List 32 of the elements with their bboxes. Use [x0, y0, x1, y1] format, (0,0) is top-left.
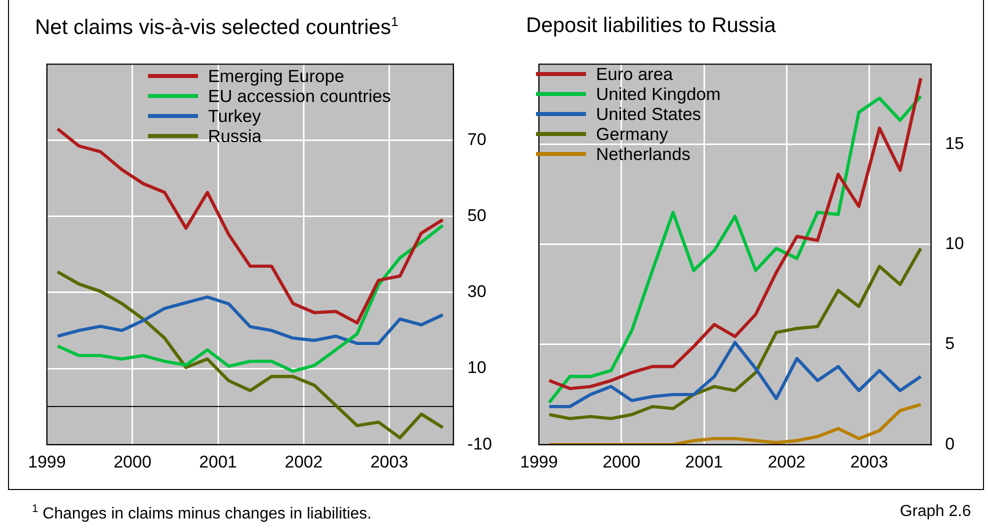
x-tick-label: 2000 [602, 452, 640, 472]
legend-label: United Kingdom [596, 84, 721, 104]
x-tick-label: 2002 [768, 452, 806, 472]
x-tick-label: 2003 [850, 452, 888, 472]
chart-title: Net claims vis-à-vis selected countries$^{1}$ [35, 14, 398, 40]
y-tick-label: 5 [945, 334, 955, 354]
legend-label: EU accession countries [208, 86, 391, 106]
x-tick-label: 2000 [114, 452, 152, 472]
y-tick-label: 30 [467, 282, 486, 302]
y-tick-label: 10 [467, 358, 486, 378]
x-tick-label: 2001 [685, 452, 723, 472]
x-tick-label: 1999 [28, 452, 66, 472]
y-tick-label: -10 [467, 434, 492, 454]
legend-label: Euro area [596, 64, 673, 84]
x-tick-label: 2002 [284, 452, 323, 472]
legend-label: Turkey [208, 106, 261, 126]
caption: Graph 2.6 [900, 503, 971, 521]
x-tick-label: 1999 [520, 452, 558, 472]
x-tick-label: 2003 [370, 452, 408, 472]
y-tick-label: 15 [945, 134, 964, 153]
legend-label: Russia [208, 126, 262, 146]
y-tick-label: 70 [467, 130, 486, 149]
y-tick-label: 50 [467, 206, 486, 226]
legend-label: Netherlands [596, 144, 690, 164]
legend-label: Germany [596, 124, 668, 144]
x-tick-label: 2001 [199, 452, 237, 472]
legend-label: United States [596, 104, 702, 124]
chart-title: Deposit liabilities to Russia [526, 14, 776, 38]
y-tick-label: 10 [945, 234, 964, 254]
y-tick-label: 0 [945, 434, 955, 454]
text: $^{1}$ Changes in claims minus changes in liabilities. [32, 503, 372, 524]
legend-label: Emerging Europe [208, 66, 344, 86]
